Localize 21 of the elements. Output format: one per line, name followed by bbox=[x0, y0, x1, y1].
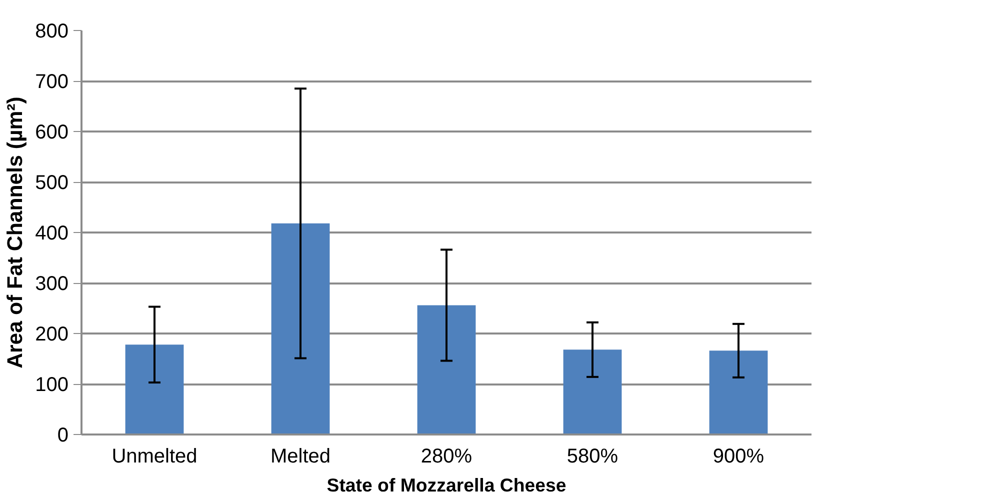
x-tick-label: 900% bbox=[712, 446, 764, 468]
bar bbox=[709, 350, 768, 434]
bar bbox=[417, 305, 476, 434]
x-tick-label: 280% bbox=[420, 446, 472, 468]
y-tick-label: 100 bbox=[35, 374, 69, 396]
bar bbox=[563, 350, 622, 434]
bar bbox=[271, 223, 330, 434]
x-axis-title: State of Mozzarella Cheese bbox=[326, 474, 566, 496]
y-tick-label: 0 bbox=[57, 424, 68, 446]
x-tick-label: Unmelted bbox=[112, 446, 198, 468]
y-tick-label: 700 bbox=[35, 71, 69, 93]
y-axis-title: Area of Fat Channels (µm²) bbox=[3, 96, 28, 368]
y-tick-label: 500 bbox=[35, 172, 69, 194]
y-tick-label: 200 bbox=[35, 324, 69, 346]
y-tick-label: 800 bbox=[35, 20, 69, 42]
x-tick-label: 580% bbox=[566, 446, 618, 468]
y-tick-label: 400 bbox=[35, 222, 69, 244]
bar bbox=[125, 344, 184, 434]
x-tick-label: Melted bbox=[270, 446, 331, 468]
y-tick-label: 300 bbox=[35, 273, 69, 295]
y-tick-label: 600 bbox=[35, 122, 69, 144]
